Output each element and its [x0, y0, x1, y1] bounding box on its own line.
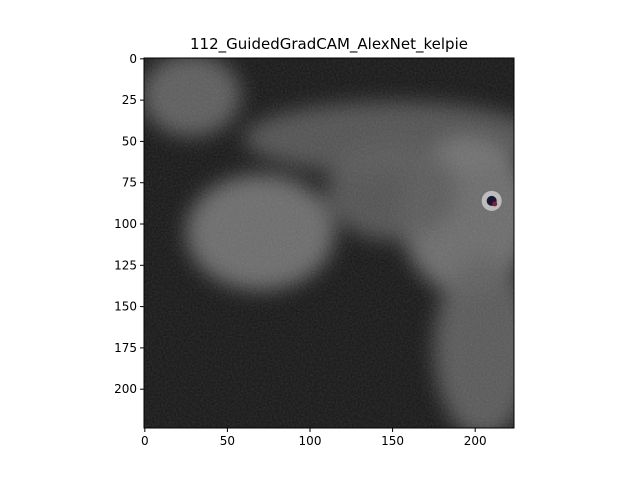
plot-area: [144, 58, 514, 428]
y-tick-label: 100: [114, 217, 137, 231]
y-axis: 0 25 50 75 100 125 150 175 200: [114, 52, 144, 396]
y-tick-label: 25: [122, 93, 137, 107]
x-tick-label: 50: [220, 434, 235, 448]
y-tick-label: 150: [114, 300, 137, 314]
axes-frame: [143, 57, 515, 429]
y-tick-label: 50: [122, 134, 137, 148]
y-tick-label: 125: [114, 258, 137, 272]
eye-tint: [492, 201, 498, 207]
x-tick-label: 100: [299, 434, 322, 448]
x-tick-label: 200: [464, 434, 487, 448]
y-tick-label: 75: [122, 176, 137, 190]
y-tick-label: 175: [114, 341, 137, 355]
x-tick-label: 150: [381, 434, 404, 448]
gradient-texture: [144, 58, 514, 428]
x-tick-label: 0: [141, 434, 149, 448]
x-axis: 0 50 100 150 200: [141, 428, 487, 448]
eye-spot: [481, 190, 502, 211]
chart-title: 112_GuidedGradCAM_AlexNet_kelpie: [190, 35, 468, 54]
y-tick-label: 0: [129, 52, 137, 66]
y-tick-label: 200: [114, 382, 137, 396]
